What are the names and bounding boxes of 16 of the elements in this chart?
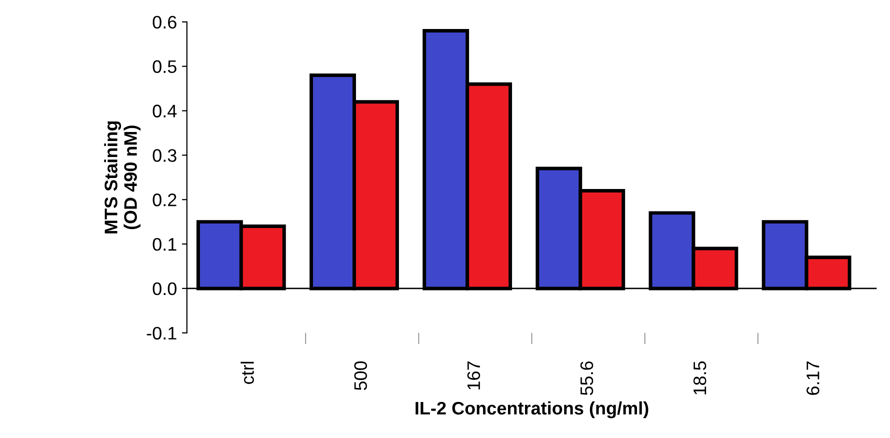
y-tick-label: 0.2 (152, 194, 176, 206)
x-tick-label: 55.6 (580, 361, 594, 396)
y-tick-label: 0.3 (152, 149, 176, 162)
x-tick-label: 18.5 (693, 361, 706, 394)
y-tick-label: 0.1 (152, 238, 176, 251)
y-tick-label: 0.0 (152, 282, 176, 296)
y-axis-title: MTS Staining (OD 490 nM) (104, 121, 141, 234)
x-axis-title: IL-2 Concentrations (ng/ml) (416, 401, 648, 418)
x-tick-label: 500 (354, 361, 368, 390)
x-tick-label: ctrl (240, 362, 254, 384)
y-tick-label: 0.6 (152, 16, 176, 29)
y-tick-label: 0.5 (152, 60, 176, 74)
x-tick-label: 6.17 (806, 362, 820, 395)
y-tick-label: 0.4 (152, 104, 177, 118)
x-tick-label: 167 (467, 362, 480, 390)
y-tick-label: -0.1 (146, 326, 176, 340)
